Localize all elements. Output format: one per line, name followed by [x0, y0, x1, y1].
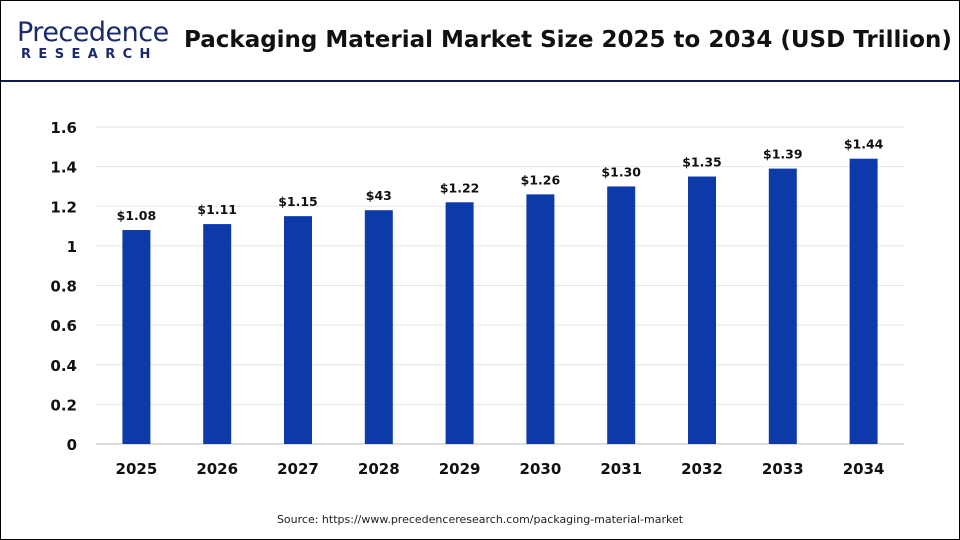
y-tick-label: 0.4	[50, 357, 77, 375]
bar-2029	[445, 202, 474, 444]
y-tick-label: 1.4	[50, 159, 77, 177]
data-label: $1.26	[521, 172, 561, 187]
data-label: $1.39	[763, 147, 803, 162]
data-label: $1.11	[197, 202, 237, 217]
bar-2028	[364, 210, 393, 444]
data-label: $1.08	[117, 208, 157, 223]
bar-2025	[122, 230, 151, 444]
x-tick-label: 2032	[681, 460, 723, 478]
data-label: $1.35	[682, 155, 722, 170]
x-tick-label: 2034	[843, 460, 885, 478]
data-label: $1.44	[844, 137, 884, 152]
y-tick-label: 0.6	[50, 317, 77, 335]
bar-2033	[768, 168, 797, 444]
bar-2026	[203, 224, 232, 444]
y-tick-label: 0.2	[50, 396, 77, 414]
y-tick-label: 1.2	[50, 198, 77, 216]
x-tick-label: 2028	[358, 460, 400, 478]
chart-title: Packaging Material Market Size 2025 to 2…	[184, 27, 952, 53]
precedence-research-logo: Precedence RESEARCH	[17, 17, 169, 62]
bar-2030	[526, 194, 555, 444]
x-tick-label: 2026	[196, 460, 238, 478]
x-tick-label: 2025	[116, 460, 158, 478]
data-label: $1.30	[601, 164, 641, 179]
bar-2032	[688, 176, 716, 444]
x-tick-label: 2033	[762, 460, 804, 478]
data-label: $43	[366, 188, 392, 203]
x-tick-label: 2031	[600, 460, 642, 478]
bar-2034	[849, 158, 878, 444]
header: Precedence RESEARCH Packaging Material M…	[1, 1, 959, 82]
y-tick-label: 0	[67, 436, 77, 454]
x-tick-label: 2029	[439, 460, 481, 478]
y-tick-label: 1.6	[50, 119, 77, 137]
y-tick-label: 0.8	[50, 278, 77, 296]
x-tick-label: 2030	[520, 460, 562, 478]
data-label: $1.22	[440, 180, 480, 195]
bar-2027	[284, 216, 312, 444]
bar-2031	[607, 186, 636, 444]
data-label: $1.15	[278, 194, 318, 209]
source-note: Source: https://www.precedenceresearch.c…	[276, 513, 684, 526]
y-tick-label: 1	[67, 238, 77, 256]
x-tick-label: 2027	[277, 460, 319, 478]
